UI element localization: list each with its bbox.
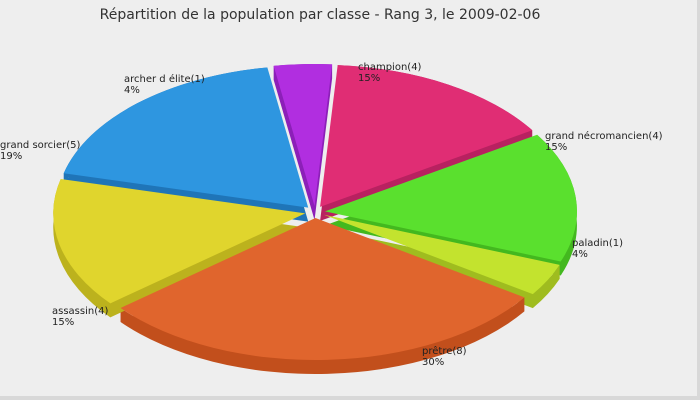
- slice-percent-archer-d-lite-1: 4%: [124, 85, 140, 96]
- slice-label-paladin-1: paladin(1): [572, 238, 623, 249]
- slice-percent-grand-sorcier-5: 19%: [0, 151, 22, 162]
- slice-label-grand-sorcier-5: grand sorcier(5): [0, 140, 80, 151]
- slice-percent-paladin-1: 4%: [572, 249, 588, 260]
- pie-slice-champion-4: [320, 65, 533, 207]
- pie-slice-paladin-1: [323, 214, 560, 295]
- pie-slice-grand-n-cromancien-4: [324, 134, 577, 262]
- slice-label-grand-n-cromancien-4: grand nécromancien(4): [545, 130, 663, 142]
- slice-label-champion-4: champion(4): [358, 62, 422, 73]
- pie-slice-grand-sorcier-5: [63, 67, 309, 208]
- pie-tops: [53, 64, 577, 360]
- slice-label-pr-tre-8: prêtre(8): [422, 345, 467, 357]
- slice-percent-champion-4: 15%: [358, 73, 380, 84]
- slice-label-assassin-4: assassin(4): [52, 306, 108, 317]
- chart-title: Répartition de la population par classe …: [99, 7, 541, 23]
- slice-percent-pr-tre-8: 30%: [422, 357, 444, 368]
- slice-percent-grand-n-cromancien-4: 15%: [545, 142, 567, 153]
- pie-slice-pr-tre-8: [120, 217, 525, 360]
- pie-slice-assassin-4: [53, 178, 306, 304]
- pie-slice-archer-d-lite-1: [273, 64, 333, 207]
- pie-labels: champion(4)15%grand nécromancien(4)15%pa…: [0, 62, 663, 368]
- slice-percent-assassin-4: 15%: [52, 317, 74, 328]
- slice-label-archer-d-lite-1: archer d élite(1): [124, 73, 205, 85]
